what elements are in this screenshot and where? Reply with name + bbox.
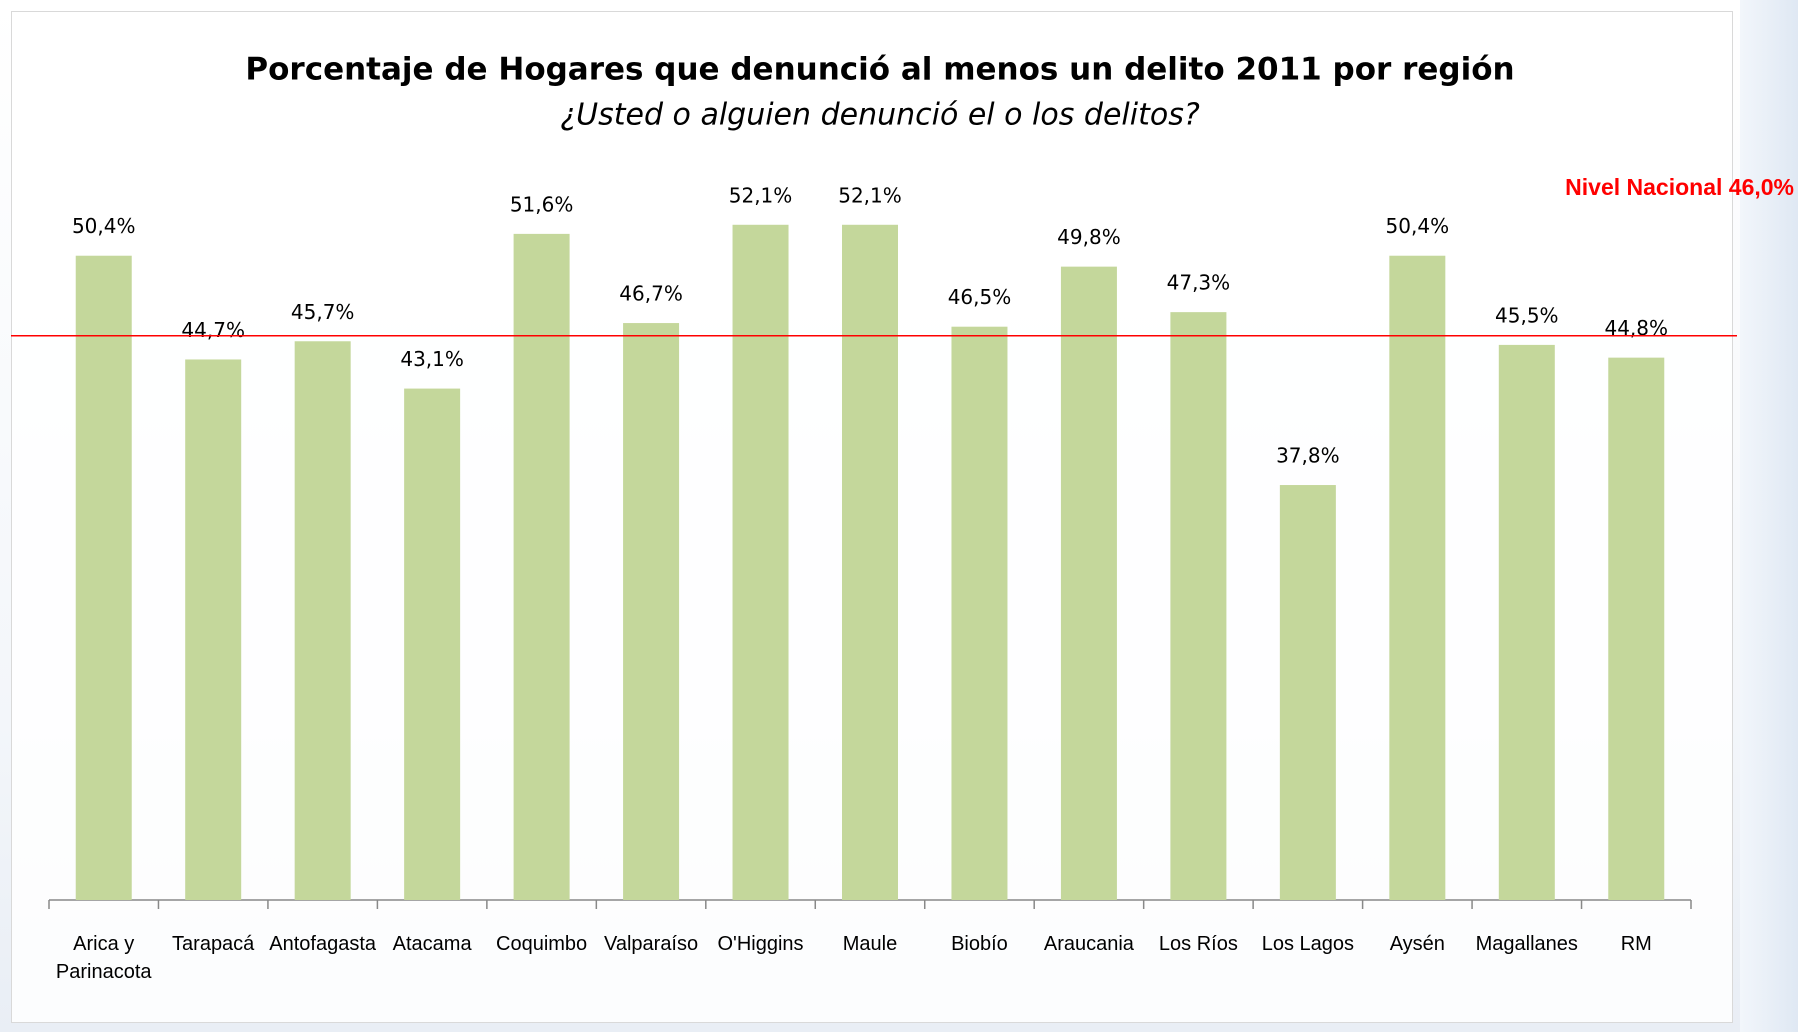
value-label: 43,1% xyxy=(400,347,464,371)
value-label: 44,7% xyxy=(181,318,245,342)
chart-title: Porcentaje de Hogares que denunció al me… xyxy=(245,52,1514,88)
bar xyxy=(1060,266,1117,900)
x-tick-label: Antofagasta xyxy=(269,933,377,955)
value-label: 49,8% xyxy=(1057,225,1121,249)
x-tick-label: Araucania xyxy=(1043,933,1134,955)
value-label: 37,8% xyxy=(1276,444,1340,468)
x-tick-label: Los Ríos xyxy=(1158,933,1238,955)
value-label: 50,4% xyxy=(72,214,136,238)
x-tick-label: RM xyxy=(1620,933,1652,955)
value-label: 52,1% xyxy=(729,183,793,207)
bar xyxy=(294,341,351,900)
bar xyxy=(75,255,132,901)
x-tick-label: Magallanes xyxy=(1475,933,1578,955)
bar xyxy=(623,323,680,900)
value-label: 50,4% xyxy=(1386,214,1450,238)
bar xyxy=(842,224,898,900)
x-tick-label: Atacama xyxy=(392,933,472,955)
value-label: 46,5% xyxy=(948,285,1012,309)
bar xyxy=(951,326,1008,900)
side-panel xyxy=(1740,0,1798,1032)
bar xyxy=(404,388,461,900)
reference-label: Nivel Nacional 46,0% xyxy=(1565,174,1794,200)
x-tick-label: Aysén xyxy=(1389,933,1445,955)
x-tick-label: Tarapacá xyxy=(172,933,255,955)
value-label: 46,7% xyxy=(619,282,683,306)
value-label: 51,6% xyxy=(510,192,574,216)
bar xyxy=(1498,344,1555,900)
x-tick-label: Valparaíso xyxy=(603,933,699,955)
chart-subtitle: ¿Usted o alguien denunció el o los delit… xyxy=(560,98,1200,133)
bar xyxy=(1170,312,1227,900)
bar xyxy=(1389,255,1446,901)
value-label: 45,5% xyxy=(1495,303,1559,327)
bar xyxy=(732,224,789,900)
bar xyxy=(513,233,570,900)
x-tick-label: Maule xyxy=(842,933,898,955)
x-tick-label: Coquimbo xyxy=(496,933,588,955)
x-tick-label: Biobío xyxy=(951,933,1008,955)
value-label: 52,1% xyxy=(838,183,902,207)
x-tick-label: Los Lagos xyxy=(1261,933,1354,955)
bar xyxy=(1279,485,1336,900)
value-label: 47,3% xyxy=(1167,271,1231,295)
value-label: 45,7% xyxy=(291,300,355,324)
bar xyxy=(1608,357,1665,900)
bar xyxy=(185,359,242,901)
x-tick-label: O'Higgins xyxy=(717,933,804,955)
x-tick-label: Arica y Parinacota xyxy=(55,933,152,983)
